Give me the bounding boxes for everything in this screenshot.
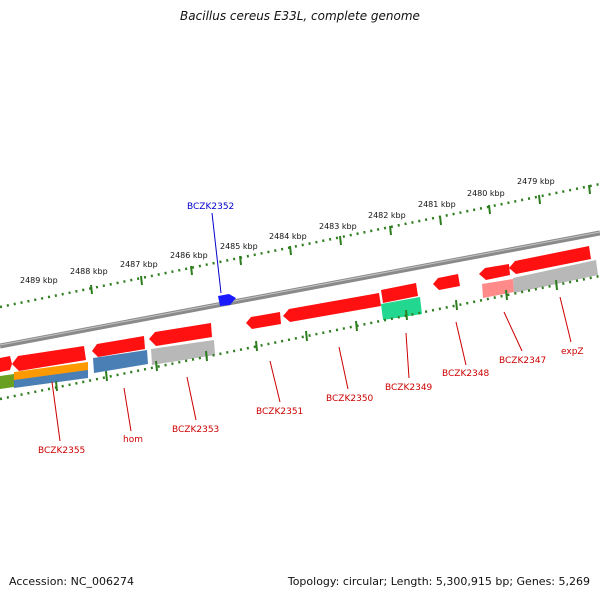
genome-backbone [0,230,600,349]
inner-tick [455,299,458,311]
gene-label-bczk2351[interactable]: BCZK2351 [256,407,303,417]
outer-tick [90,284,93,295]
map-title: Bacillus cereus E33L, complete genome [180,9,420,23]
leader-line-bczk2349 [405,332,410,379]
scale-label: 2484 kbp [269,232,307,241]
gene-left-edge[interactable] [0,356,12,372]
scale-label: 2482 kbp [368,211,406,220]
gene-bczk2350-arrow[interactable] [283,293,381,322]
gene-label-bczk2350[interactable]: BCZK2350 [326,394,374,404]
gene-label-bczk2355[interactable]: BCZK2355 [38,446,85,456]
gene-bczk2347-arrow[interactable] [479,264,510,280]
gene-label-bczk2349[interactable]: BCZK2349 [385,383,433,393]
gene-label-hom[interactable]: hom [123,435,143,445]
inner-tick [505,289,508,301]
leader-line-bczk2350 [338,346,349,390]
gene-bczk2349-arrow[interactable] [381,283,418,303]
scale-label: 2486 kbp [170,251,208,260]
gene-label-bczk2348[interactable]: BCZK2348 [442,369,490,379]
leader-line-bczk2347 [503,311,523,352]
outer-tick [389,225,392,236]
inner-tick [155,360,158,372]
outer-tick [538,194,541,205]
outer-tick [190,265,193,276]
reverse-strand [0,246,598,389]
scale-label: 2487 kbp [120,260,158,269]
outer-scale [0,182,600,309]
outer-tick [289,245,292,256]
feature-steel-blue-block[interactable] [14,370,88,388]
scale-labels: 2489 kbp 2488 kbp 2487 kbp 2486 kbp 2485… [20,177,555,285]
scale-label: 2479 kbp [517,177,555,186]
backbone-line [0,230,600,349]
leader-line-bczk2348 [455,321,467,366]
gene-bczk2352-cds[interactable] [218,294,236,306]
topology-text: Topology: circular; Length: 5,300,915 bp… [287,575,590,588]
gene-bczk2351-arrow[interactable] [246,312,281,329]
leader-line-hom [123,387,132,432]
outer-tick [339,235,342,246]
inner-tick [405,309,408,321]
feature-hom-blue-block[interactable] [93,350,148,373]
inner-tick [305,330,308,342]
gene-label-bczk2347[interactable]: BCZK2347 [499,356,546,366]
inner-scale-dots [0,274,600,401]
scale-label: 2489 kbp [20,276,58,285]
leader-line-expz [559,296,572,343]
leader-line-bczk2351 [269,360,281,403]
gene-label-bczk2353[interactable]: BCZK2353 [172,425,219,435]
gene-labels: BCZK2352 BCZK2355 hom BCZK2353 BCZK2351 … [38,202,584,456]
outer-tick [140,275,143,286]
inner-tick [255,340,258,352]
scale-label: 2483 kbp [319,222,357,231]
leader-lines [51,212,572,442]
leader-line-bczk2352 [211,212,222,294]
inner-tick [355,320,358,332]
gene-bczk2348-arrow[interactable] [433,274,460,290]
leader-line-bczk2353 [186,376,197,421]
inner-scale [0,274,600,401]
feature-bczk2353-grey-block[interactable] [151,340,215,365]
outer-tick [439,215,442,226]
inner-tick [555,279,558,291]
gene-bczk2353-arrow[interactable] [149,323,212,346]
outer-tick [488,204,491,215]
gene-label-expz[interactable]: expZ [561,347,584,357]
leader-line-bczk2355 [51,381,61,442]
feature-olive-block[interactable] [0,374,14,389]
inner-tick [105,370,108,382]
inner-tick [55,380,58,392]
gene-bczk2355-arrow[interactable] [12,346,86,371]
backbone-highlight [0,231,600,346]
forward-strand [218,294,236,306]
feature-expz-grey-block[interactable] [513,260,598,293]
gene-expz-arrow[interactable] [509,246,591,274]
scale-label: 2481 kbp [418,200,456,209]
inner-tick [205,350,208,362]
scale-label: 2485 kbp [220,242,258,251]
outer-tick [588,184,591,195]
gene-label-bczk2352[interactable]: BCZK2352 [187,202,234,212]
gene-hom-arrow[interactable] [92,336,145,357]
scale-label: 2488 kbp [70,267,108,276]
scale-label: 2480 kbp [467,189,505,198]
outer-tick [239,255,242,266]
accession-text: Accession: NC_006274 [9,575,135,588]
